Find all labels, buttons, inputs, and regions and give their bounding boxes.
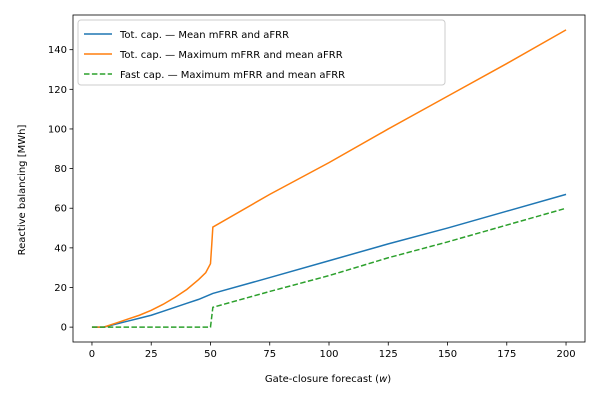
legend: Tot. cap. — Mean mFRR and aFRR Tot. cap. … (77, 19, 446, 86)
y-tick-label: 120 (48, 85, 67, 96)
y-tick-label: 100 (48, 124, 67, 135)
series-line-2 (91, 29, 567, 328)
x-tick-label: 125 (379, 349, 398, 360)
y-tick-label: 20 (54, 283, 67, 294)
x-tick-label: 100 (319, 349, 338, 360)
series-line-3 (91, 207, 567, 328)
x-tick-label: 25 (145, 349, 158, 360)
legend-label-3: Fast cap. — Maximum mFRR and mean aFRR (120, 70, 345, 81)
x-axis-ticks: 0 25 50 75 100 125 150 175 200 (89, 342, 576, 360)
legend-frame (77, 19, 446, 86)
legend-label-1: Tot. cap. — Mean mFRR and aFRR (119, 30, 289, 41)
x-tick-label: 75 (263, 349, 276, 360)
y-tick-label: 40 (54, 243, 67, 254)
x-tick-label: 175 (497, 349, 516, 360)
x-tick-label: 50 (204, 349, 217, 360)
y-tick-label: 60 (54, 204, 67, 215)
x-tick-label: 150 (438, 349, 457, 360)
y-tick-label: 0 (61, 323, 67, 334)
legend-label-2: Tot. cap. — Maximum mFRR and mean aFRR (119, 50, 343, 61)
x-tick-label: 200 (556, 349, 575, 360)
y-tick-label: 140 (48, 45, 67, 56)
series-line-1 (91, 193, 567, 328)
y-tick-label: 80 (54, 164, 67, 175)
y-axis-ticks: 0 20 40 60 80 100 120 140 (48, 45, 73, 334)
y-axis-label: Reactive balancing [MWh] (17, 125, 28, 256)
x-axis-label: Gate-closure forecast (w) (265, 374, 391, 385)
x-tick-label: 0 (89, 349, 95, 360)
